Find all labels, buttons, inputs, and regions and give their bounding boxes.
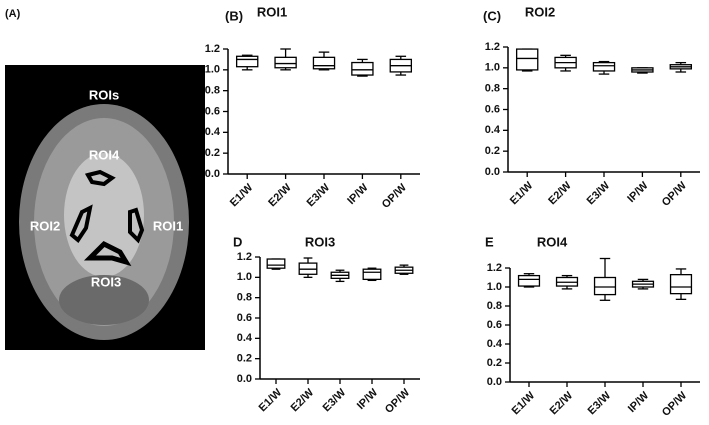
x-tick-label: IP/W (625, 179, 651, 205)
panel-label: (A) (5, 8, 21, 20)
roi3-outline (83, 240, 132, 267)
panel-label: D (233, 234, 242, 249)
y-tick-label: 0.6 (237, 312, 252, 324)
x-tick-label: E1/W (508, 179, 536, 207)
chart-title: ROI2 (525, 4, 555, 19)
image-title: ROIs (89, 87, 119, 102)
x-tick-label: IP/W (626, 389, 652, 415)
panel-label: (B) (225, 8, 243, 23)
x-tick-label: IP/W (345, 181, 371, 207)
y-tick-label: 0.8 (205, 85, 220, 97)
x-tick-label: E2/W (266, 181, 294, 209)
chart-title: ROI1 (257, 4, 287, 19)
box (235, 55, 259, 68)
y-tick-label: 0.8 (237, 292, 252, 304)
roi-label: ROI4 (89, 147, 120, 162)
roi-label: ROI3 (91, 274, 121, 289)
box (362, 268, 382, 281)
x-tick-label: E3/W (586, 389, 614, 417)
occipital (59, 275, 149, 325)
y-tick-label: 0.4 (205, 126, 221, 138)
y-tick-label: 0.8 (487, 300, 502, 312)
y-tick-label: 1.2 (205, 43, 220, 55)
x-tick-label: IP/W (355, 386, 381, 412)
panel-label: (C) (483, 8, 501, 23)
chart: D ROI3 0.0 0.2 0.4 0.6 0.8 1.0 1.2 E1/W E2/W E3/W IP… (233, 234, 420, 416)
chart: (B) ROI1 0.0 0.2 0.4 0.6 0.8 1.0 1.2 E1/W E2/W E3/W… (205, 4, 420, 211)
x-tick-label: OP/W (383, 386, 413, 416)
x-tick-label: E2/W (546, 179, 574, 207)
roi2-outline (69, 204, 93, 243)
x-tick-label: E3/W (585, 179, 613, 207)
y-tick-label: 0.4 (487, 338, 503, 350)
x-tick-label: OP/W (380, 181, 410, 211)
brain-image: ROIs ROI4 ROI2 ROI1 ROI3 (5, 65, 205, 350)
x-tick-label: E1/W (228, 181, 256, 209)
y-tick-label: 0.2 (205, 147, 220, 159)
box (351, 61, 374, 76)
box (593, 276, 617, 296)
x-tick-label: E2/W (289, 386, 317, 414)
y-tick-label: 0.4 (485, 124, 501, 136)
box (517, 274, 541, 287)
y-tick-label: 1.0 (487, 281, 502, 293)
white-matter (64, 153, 144, 277)
y-tick-label: 0.0 (237, 373, 252, 385)
x-tick-label: E3/W (305, 181, 333, 209)
y-tick-label: 0.2 (485, 145, 500, 157)
x-tick-label: OP/W (660, 389, 690, 419)
y-tick-label: 0.0 (485, 166, 500, 178)
roi1-outline (128, 207, 145, 244)
chart: E ROI4 0.0 0.2 0.4 0.6 0.8 1.0 1.2 E1/W E2/W E3/W IP… (485, 234, 700, 419)
y-tick-label: 0.8 (485, 83, 500, 95)
y-tick-label: 1.2 (485, 41, 500, 53)
roi-label: ROI2 (30, 218, 60, 233)
box (592, 61, 616, 72)
y-tick-label: 0.2 (237, 353, 252, 365)
y-tick-label: 0.6 (487, 319, 502, 331)
y-tick-label: 1.2 (237, 251, 252, 263)
y-tick-label: 1.0 (485, 62, 500, 74)
chart-title: ROI4 (537, 234, 568, 249)
y-tick-label: 0.2 (487, 357, 502, 369)
chart-title: ROI3 (305, 234, 335, 249)
box (669, 273, 693, 295)
y-tick-label: 0.4 (237, 332, 253, 344)
x-tick-label: E1/W (257, 386, 285, 414)
y-tick-label: 1.0 (237, 271, 252, 283)
x-tick-label: E2/W (548, 389, 576, 417)
box (266, 258, 286, 269)
y-tick-label: 1.2 (487, 262, 502, 274)
roi4-outline (84, 169, 116, 187)
y-tick-label: 0.0 (487, 376, 502, 388)
roi-label: ROI1 (153, 218, 183, 233)
x-tick-label: OP/W (660, 179, 690, 209)
y-tick-label: 0.6 (485, 103, 500, 115)
box (515, 48, 539, 71)
box (274, 56, 297, 69)
y-tick-label: 0.0 (205, 168, 220, 180)
x-tick-label: E1/W (510, 389, 538, 417)
x-tick-label: E3/W (321, 386, 349, 414)
y-tick-label: 1.0 (205, 64, 220, 76)
panel-label: E (485, 234, 494, 249)
box (312, 56, 336, 70)
y-tick-label: 0.6 (205, 105, 220, 117)
chart: (C) ROI2 0.0 0.2 0.4 0.6 0.8 1.0 1.2 E1/W E2/W E3/W… (483, 4, 700, 209)
